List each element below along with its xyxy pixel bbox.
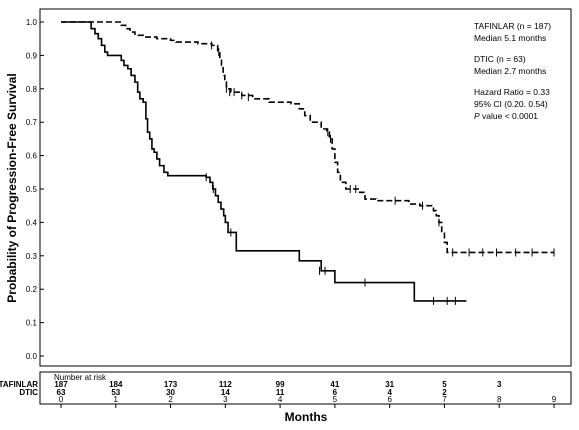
legend-ci: 95% CI (0.20. 0.54) [474, 99, 548, 109]
x-axis-title: Months [285, 410, 328, 424]
series-line-dtic [61, 21, 467, 302]
y-axis: 0.0 0.1 0.2 0.3 0.4 0.5 0.6 0.7 0.8 0.9 1.0 [26, 18, 44, 361]
x-tick-label-8: 8 [497, 395, 502, 404]
risk-row-label-tafinlar: TAFINLAR [0, 380, 38, 389]
risk-value-tafinlar-7: 5 [442, 380, 447, 389]
x-tick-label-5: 5 [333, 395, 338, 404]
y-tick-label-3: 0.3 [26, 252, 38, 261]
risk-value-dtic-7: 2 [442, 388, 447, 397]
risk-value-dtic-3: 14 [221, 388, 230, 397]
x-tick-label-7: 7 [442, 395, 447, 404]
x-tick-label-1: 1 [114, 395, 119, 404]
y-tick-label-8: 0.8 [26, 85, 38, 94]
y-tick-label-10: 1.0 [26, 18, 38, 27]
legend-dtic-n: DTIC (n = 63) [474, 54, 526, 64]
risk-value-tafinlar-4: 99 [276, 380, 285, 389]
risk-row-label-dtic: DTIC [19, 388, 38, 397]
y-tick-label-1: 0.1 [26, 319, 38, 328]
y-tick-label-7: 0.7 [26, 118, 38, 127]
y-axis-title: Probability of Progression-Free Survival [5, 73, 19, 302]
plot-frame [39, 8, 572, 367]
legend-p-letter: P [474, 111, 480, 121]
legend-p-rest: value < 0.0001 [480, 111, 539, 121]
x-tick-label-2: 2 [168, 395, 173, 404]
risk-value-tafinlar-3: 112 [219, 380, 232, 389]
y-tick-label-9: 0.9 [26, 51, 38, 60]
x-tick-label-9: 9 [552, 395, 557, 404]
risk-table-title: Number at risk [54, 373, 107, 382]
risk-value-dtic-6: 4 [387, 388, 392, 397]
x-tick-label-0: 0 [59, 395, 64, 404]
legend-tafinlar-n: TAFINLAR (n = 187) [474, 21, 551, 31]
legend-tafinlar-median: Median 5.1 months [474, 33, 546, 43]
legend: TAFINLAR (n = 187) Median 5.1 months DTI… [474, 21, 551, 121]
risk-value-dtic-0: 63 [57, 388, 66, 397]
x-tick-label-3: 3 [223, 395, 228, 404]
risk-value-tafinlar-2: 173 [164, 380, 178, 389]
risk-value-dtic-1: 53 [111, 388, 120, 397]
risk-value-tafinlar-8: 3 [497, 380, 502, 389]
y-tick-label-0: 0.0 [26, 352, 38, 361]
risk-value-tafinlar-0: 187 [54, 380, 68, 389]
risk-value-dtic-4: 11 [276, 388, 285, 397]
risk-value-tafinlar-6: 31 [385, 380, 394, 389]
y-tick-label-6: 0.6 [26, 152, 38, 161]
x-axis: 0 1 2 3 4 5 6 7 8 9 [59, 395, 557, 408]
y-tick-label-2: 0.2 [26, 285, 38, 294]
x-tick-label-4: 4 [278, 395, 283, 404]
legend-dtic-median: Median 2.7 months [474, 66, 546, 76]
risk-value-tafinlar-1: 184 [109, 380, 123, 389]
risk-value-dtic-2: 30 [166, 388, 175, 397]
risk-table-frame [39, 371, 572, 405]
y-tick-label-4: 0.4 [26, 218, 38, 227]
x-tick-label-6: 6 [387, 395, 392, 404]
series-line-tafinlar [61, 21, 554, 254]
risk-value-tafinlar-5: 41 [330, 380, 339, 389]
series-layer [61, 21, 555, 305]
y-tick-label-5: 0.5 [26, 185, 38, 194]
risk-value-dtic-5: 6 [333, 388, 338, 397]
legend-p-value: P value < 0.0001 [474, 111, 538, 121]
legend-hazard-ratio: Hazard Ratio = 0.33 [474, 87, 550, 97]
